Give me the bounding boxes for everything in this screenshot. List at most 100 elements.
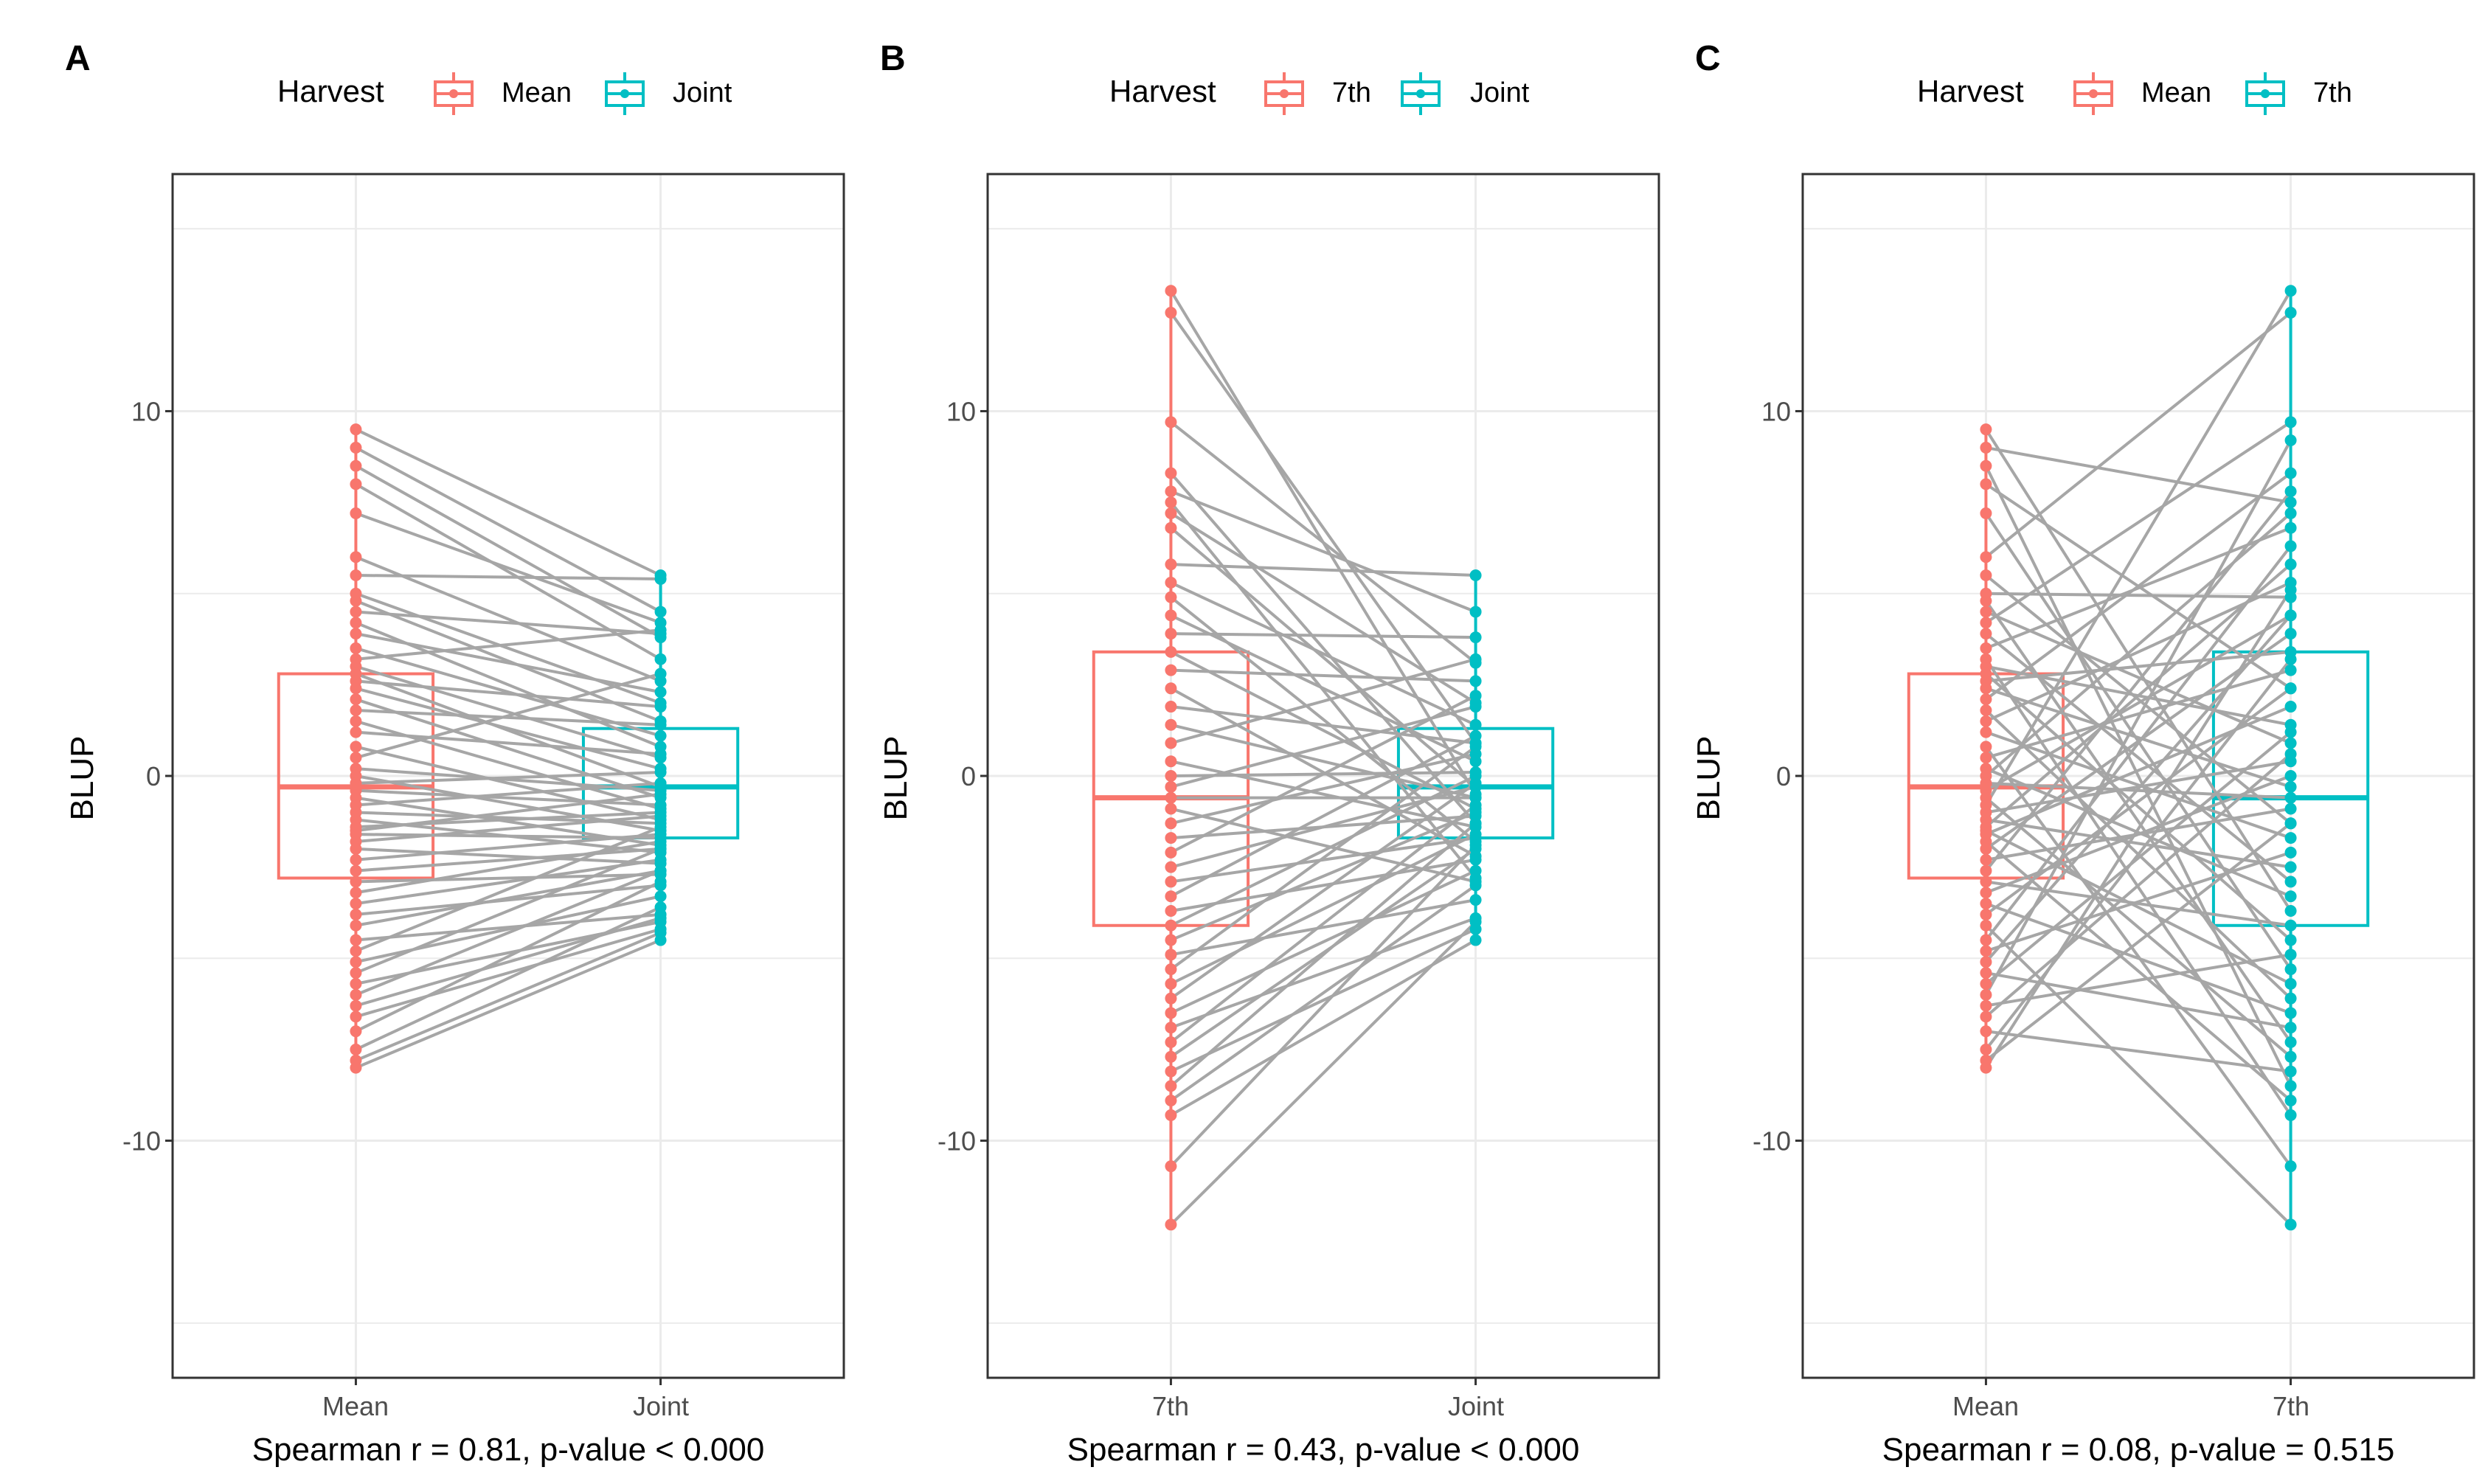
point-first [1980,853,1992,866]
pair-line [1170,687,1477,858]
point-second [2284,726,2297,738]
point-first [1980,507,1992,519]
panel-a: A Harvest Mean Joint BLUP -10 0 10 Mean Jo… [64,39,845,1468]
point-first [1980,898,1992,910]
point-first [1165,802,1177,815]
point-first [1980,908,1992,920]
pair-line [355,906,662,1051]
pair-line [356,610,661,636]
point-second [2284,963,2297,976]
y-tick-label: 0 [146,761,161,791]
pair-line [1986,818,2291,869]
pair-line [356,574,661,580]
legend-label-second: 7th [2313,77,2352,108]
point-first [1980,460,1992,472]
point-first [1980,934,1992,946]
point-first [1165,934,1177,946]
pair-line [355,687,662,771]
legend-label-second: Joint [1470,77,1530,108]
pair-line [355,672,662,788]
pair-line [356,771,661,785]
pair-line [1985,829,2292,985]
point-second [2284,485,2297,498]
point-first [1980,864,1992,877]
pair-line [355,592,662,704]
point-first [350,876,362,888]
point-first [350,551,362,564]
plot-area: -10 0 10 [122,173,845,1385]
y-tick-label: -10 [937,1126,976,1157]
point-second [654,901,667,914]
point-first [350,741,362,753]
point-first [1165,1095,1177,1107]
pair-line [1170,869,1477,1015]
point-first [1165,770,1177,782]
point-second [2284,846,2297,859]
legend: Harvest 7th Joint [1109,72,1530,115]
legend-key-second [2245,72,2285,115]
point-second [654,766,667,779]
legend: Harvest Mean Joint [277,72,732,115]
point-first [350,945,362,957]
point-second [2284,416,2297,429]
pair-line [1170,745,1477,971]
pair-line [1170,581,1477,727]
pair-line [1170,803,1477,1044]
panel-border [1801,173,2475,1379]
pair-line [355,555,662,683]
point-first [1980,956,1992,968]
y-tick-label: -10 [1753,1126,1791,1157]
point-first [1980,977,1992,990]
pair-line [1170,420,1477,665]
pair-line [1985,420,2292,624]
pair-line [355,880,662,1033]
point-second [1469,729,1482,742]
point-first [1980,945,1992,957]
point-first [1165,876,1177,888]
legend-label-second: Joint [673,77,732,108]
point-first [350,1010,362,1023]
point-second [1469,915,1482,928]
panel-border [986,173,1660,1379]
pair-line [1985,797,2292,1058]
panel-tag: C [1695,39,1721,78]
pair-line [1985,902,2292,1015]
pair-line [355,428,662,577]
legend-title: Harvest [1917,74,2024,108]
point-second [2284,1036,2297,1049]
point-second [1469,799,1482,811]
point-first [350,1025,362,1038]
point-first [1165,416,1177,429]
pair-line [1985,614,2292,792]
point-second [2284,904,2297,917]
point-first [1980,988,1992,1001]
point-first [1980,999,1992,1012]
point-first [1165,949,1177,961]
point-first [350,1061,362,1074]
point-second [654,777,667,789]
point-first [350,478,362,490]
point-second [2284,791,2297,804]
point-first [1980,752,1992,764]
legend-key-second [1401,72,1441,115]
point-second [2284,467,2297,479]
point-second [2284,1218,2297,1231]
point-first [1980,1025,1992,1038]
pair-line [1169,844,1477,1168]
point-first [1165,755,1177,768]
legend-key-second [605,72,645,115]
pair-line [1171,705,1476,745]
pair-line [1985,840,2292,1102]
point-second [654,788,667,800]
point-second [2284,1022,2297,1034]
point-second [2284,1007,2297,1019]
legend-key-first [1264,72,1304,115]
point-second [2284,628,2297,640]
point-second [2284,876,2297,888]
point-second [2284,770,2297,782]
pair-line [1170,916,1477,1030]
point-first [350,853,362,866]
point-second [654,668,667,680]
legend-label-first: 7th [1332,77,1371,108]
panel-tag: B [880,39,906,78]
